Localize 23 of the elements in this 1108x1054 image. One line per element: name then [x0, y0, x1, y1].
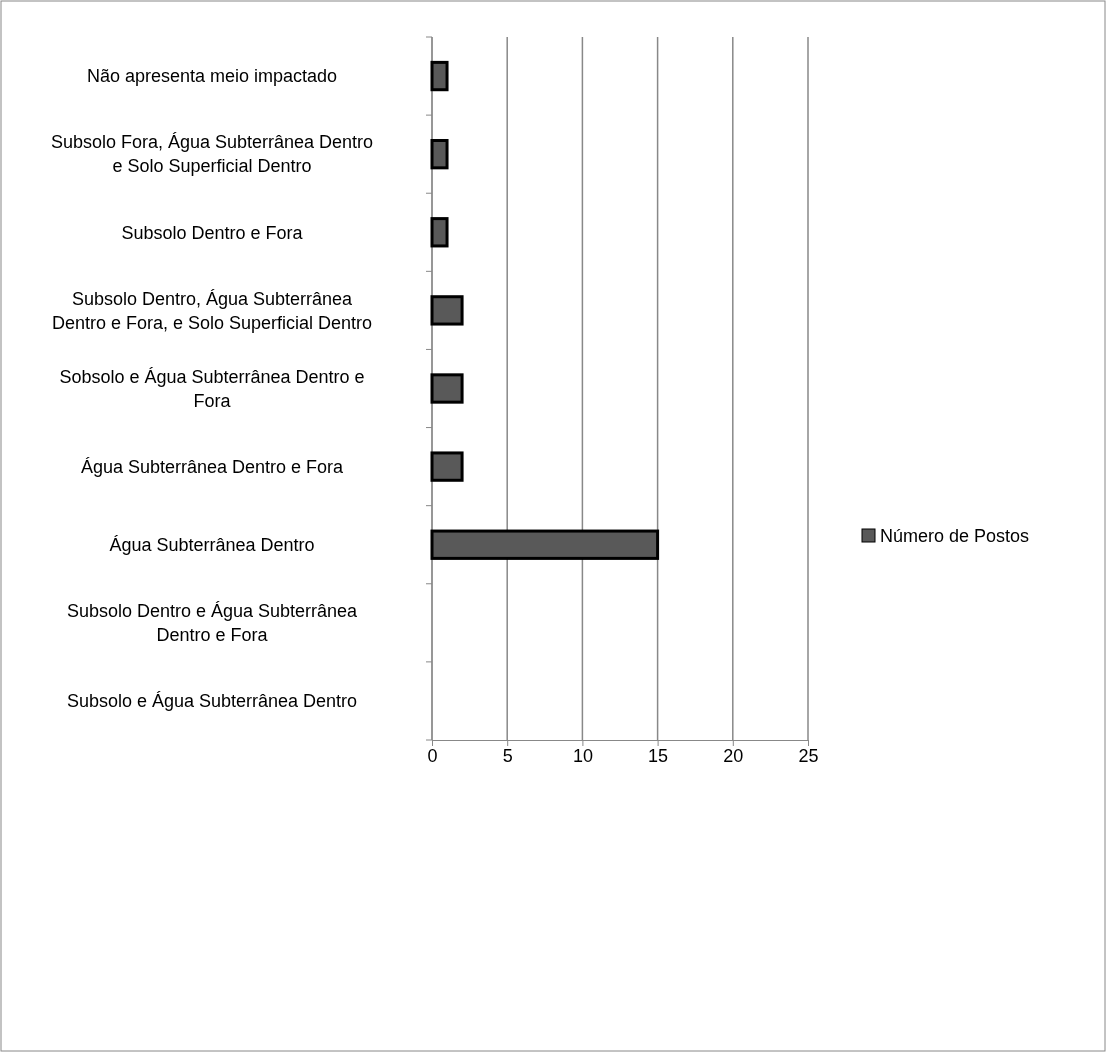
bar — [430, 139, 449, 170]
x-tick-label: 0 — [427, 745, 438, 766]
y-tick-label: Subsolo Fora, Água Subterrânea Dentro e Solo Superficial Dentro — [50, 132, 374, 177]
x-tick-label: 20 — [723, 745, 744, 766]
y-tick-label: Subsolo Dentro e Fora — [121, 222, 304, 243]
y-tick-label: Água Subterrânea Dentro e Fora — [80, 456, 345, 477]
y-tick-label: Subsolo e Água Subterrânea Dentro — [66, 691, 358, 712]
y-tick-label: Água Subterrânea Dentro — [109, 535, 315, 556]
legend-label: Número de Postos — [880, 526, 1030, 547]
bar — [430, 451, 464, 482]
bar — [430, 60, 449, 92]
y-tick-label: Subsolo Dentro e Água Subterrânea Dentro e Fora — [66, 601, 359, 646]
bar — [430, 373, 464, 404]
x-tick-label: 5 — [502, 745, 513, 766]
bar — [430, 217, 449, 248]
x-tick-label: 25 — [798, 745, 819, 766]
x-tick-label: 15 — [648, 745, 669, 766]
y-tick-label: Sobsolo e Água Subterrânea Dentro e Fora — [59, 366, 365, 411]
bar — [430, 295, 464, 326]
y-tick-label: Subsolo Dentro, Água Subterrânea Dentro e Fora, e Solo Superficial Dentro — [51, 288, 373, 333]
bar — [430, 529, 660, 560]
x-tick-label: 10 — [572, 745, 593, 766]
y-tick-label: Não apresenta meio impactado — [86, 66, 338, 87]
